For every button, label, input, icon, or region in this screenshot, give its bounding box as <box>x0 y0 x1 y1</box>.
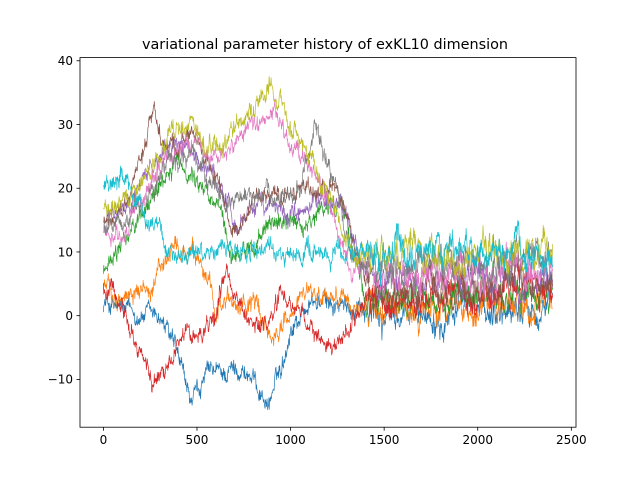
plot-frame <box>79 57 577 428</box>
series-line-1 <box>103 269 553 410</box>
x-tick-label: 2000 <box>462 433 493 447</box>
series-line-2 <box>103 235 553 347</box>
y-tick-label: 10 <box>58 245 73 259</box>
series-layer <box>103 76 553 410</box>
series-line-10 <box>103 165 553 287</box>
x-tick-label: 1000 <box>275 433 306 447</box>
y-tick-label: 20 <box>58 182 73 196</box>
y-tick-label: −10 <box>48 373 73 387</box>
y-tick-label: 40 <box>58 54 73 68</box>
y-tick-label: 0 <box>65 309 73 323</box>
y-tick-label: 30 <box>58 118 73 132</box>
series-line-9 <box>103 76 553 280</box>
x-tick-label: 500 <box>186 433 209 447</box>
y-axis: −10 0 10 20 30 40 <box>48 54 80 387</box>
series-line-4 <box>103 263 553 393</box>
chart-title: variational parameter history of exKL10 … <box>142 37 508 53</box>
x-axis: 0 500 1000 1500 2000 2500 <box>100 427 587 447</box>
x-tick-label: 0 <box>100 433 108 447</box>
x-tick-label: 2500 <box>556 433 587 447</box>
x-tick-label: 1500 <box>369 433 400 447</box>
